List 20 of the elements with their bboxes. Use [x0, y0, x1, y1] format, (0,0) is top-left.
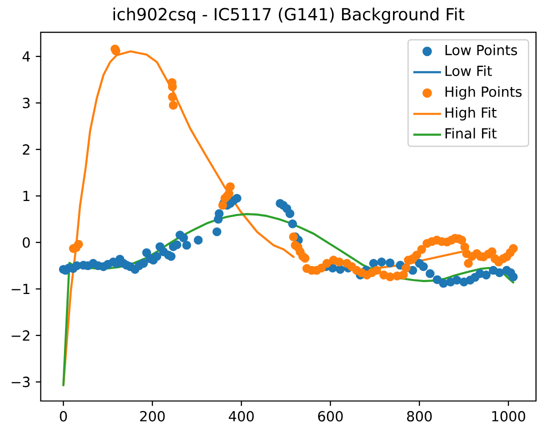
y-tick-label: 4 — [22, 51, 30, 62]
legend-label: Low Points — [446, 44, 518, 56]
x-tick-label: 400 — [228, 411, 254, 422]
x-tick-label: 0 — [60, 411, 67, 422]
x-tick-label: 200 — [140, 411, 165, 422]
y-tick-label: 2 — [22, 144, 30, 155]
y-tick-label: 3 — [22, 98, 30, 108]
x-tick-label: 600 — [318, 411, 343, 422]
chart-title: ich902csq - IC5117 (G141) Background Fit — [114, 8, 464, 24]
legend-label: High Points — [446, 86, 522, 100]
legend-label: Final Fit — [446, 128, 497, 139]
y-tick-label: −1 — [12, 284, 30, 294]
y-tick-label: 0 — [22, 237, 30, 248]
y-tick-label: −2 — [12, 330, 30, 341]
x-tick-label: 1000 — [492, 411, 526, 422]
y-tick-label: 1 — [23, 190, 30, 202]
legend-label: High Fit — [446, 107, 497, 120]
y-tick-label: −3 — [12, 376, 30, 388]
legend-label: Low Fit — [446, 65, 492, 76]
x-tick-label: 800 — [407, 411, 432, 422]
